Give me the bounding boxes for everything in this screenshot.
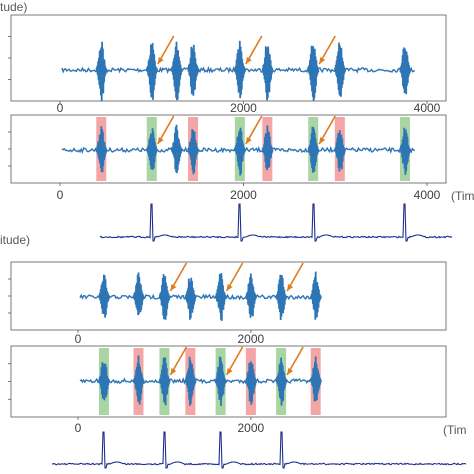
xlabel-fragment-bottom: (Tim xyxy=(443,423,467,437)
x-tick-label: 0 xyxy=(57,188,64,202)
arrow-head xyxy=(157,137,164,144)
x-tick-label: 2000 xyxy=(238,421,265,435)
arrow-head xyxy=(245,57,252,64)
signal-burst xyxy=(132,355,145,405)
arrow-head xyxy=(157,57,164,64)
signal-burst xyxy=(307,126,320,173)
ecg-b-ecg xyxy=(51,431,467,469)
signal-burst xyxy=(245,361,257,405)
signal-burst xyxy=(234,40,246,99)
signal-burst xyxy=(95,126,108,173)
signal-burst xyxy=(98,274,110,318)
ecg-trace xyxy=(51,431,467,469)
signal-burst xyxy=(98,362,110,401)
signal-burst xyxy=(184,277,197,320)
signal-burst xyxy=(261,125,274,171)
arrow-head xyxy=(319,137,326,144)
signal-burst xyxy=(310,271,322,320)
axes-frame xyxy=(10,14,447,102)
signal-burst xyxy=(307,45,320,101)
x-tick-label: 4000 xyxy=(414,101,441,115)
plot-layer: 0 2000 4000 0 2000 4000 0 2000 0 2000 xyxy=(8,14,467,469)
signal-burst xyxy=(146,42,158,100)
signal-burst xyxy=(245,273,257,318)
signal-burst xyxy=(399,127,412,175)
x-tick-label: 2000 xyxy=(238,332,265,346)
panel-a2: 0 2000 4000 xyxy=(8,114,447,202)
x-tick-label: 2000 xyxy=(230,101,257,115)
x-tick-label: 0 xyxy=(57,101,64,115)
panel-b1: 0 2000 xyxy=(8,261,447,346)
signal-burst xyxy=(146,128,158,170)
axes-frame xyxy=(10,345,447,418)
signal-burst xyxy=(184,356,197,406)
arrow-head xyxy=(287,368,294,375)
signal-burst xyxy=(399,47,412,95)
ecg-a-ecg xyxy=(99,203,453,242)
signal-burst xyxy=(310,356,322,402)
x-tick-label: 4000 xyxy=(414,188,441,202)
panel-b2: 0 2000 xyxy=(8,345,447,435)
arrow-head xyxy=(245,137,252,144)
bottom-ylabel-fragment: itude) xyxy=(0,233,30,247)
xlabel-fragment-top: (Tim xyxy=(451,189,474,203)
ecg-trace xyxy=(99,203,453,242)
arrow-head xyxy=(170,368,177,375)
signal-burst xyxy=(214,273,227,321)
signal-burst xyxy=(261,46,274,101)
signal-burst xyxy=(170,41,183,101)
x-tick-label: 2000 xyxy=(230,188,257,202)
arrow-head xyxy=(287,284,294,291)
signal-burst xyxy=(187,129,200,175)
top-ylabel-fragment: tude) xyxy=(0,0,27,14)
signal-burst xyxy=(132,272,145,316)
signal-burst xyxy=(170,124,183,174)
arrow-head xyxy=(319,57,326,64)
signal-burst xyxy=(334,130,346,172)
arrow-head xyxy=(226,368,233,375)
panel-a1: 0 2000 4000 xyxy=(8,14,447,115)
arrow-head xyxy=(226,284,233,291)
x-tick-label: 0 xyxy=(75,332,82,346)
signal-burst xyxy=(275,357,288,406)
arrow-head xyxy=(170,284,177,291)
signal-burst xyxy=(214,356,227,406)
signal-burst xyxy=(275,274,288,321)
signal-burst xyxy=(334,42,346,97)
signal-burst xyxy=(158,274,171,320)
x-tick-label: 0 xyxy=(75,421,82,435)
signal-burst xyxy=(187,44,200,96)
signal-burst xyxy=(95,41,108,102)
signal-burst xyxy=(158,357,171,406)
signal-burst xyxy=(234,127,246,176)
